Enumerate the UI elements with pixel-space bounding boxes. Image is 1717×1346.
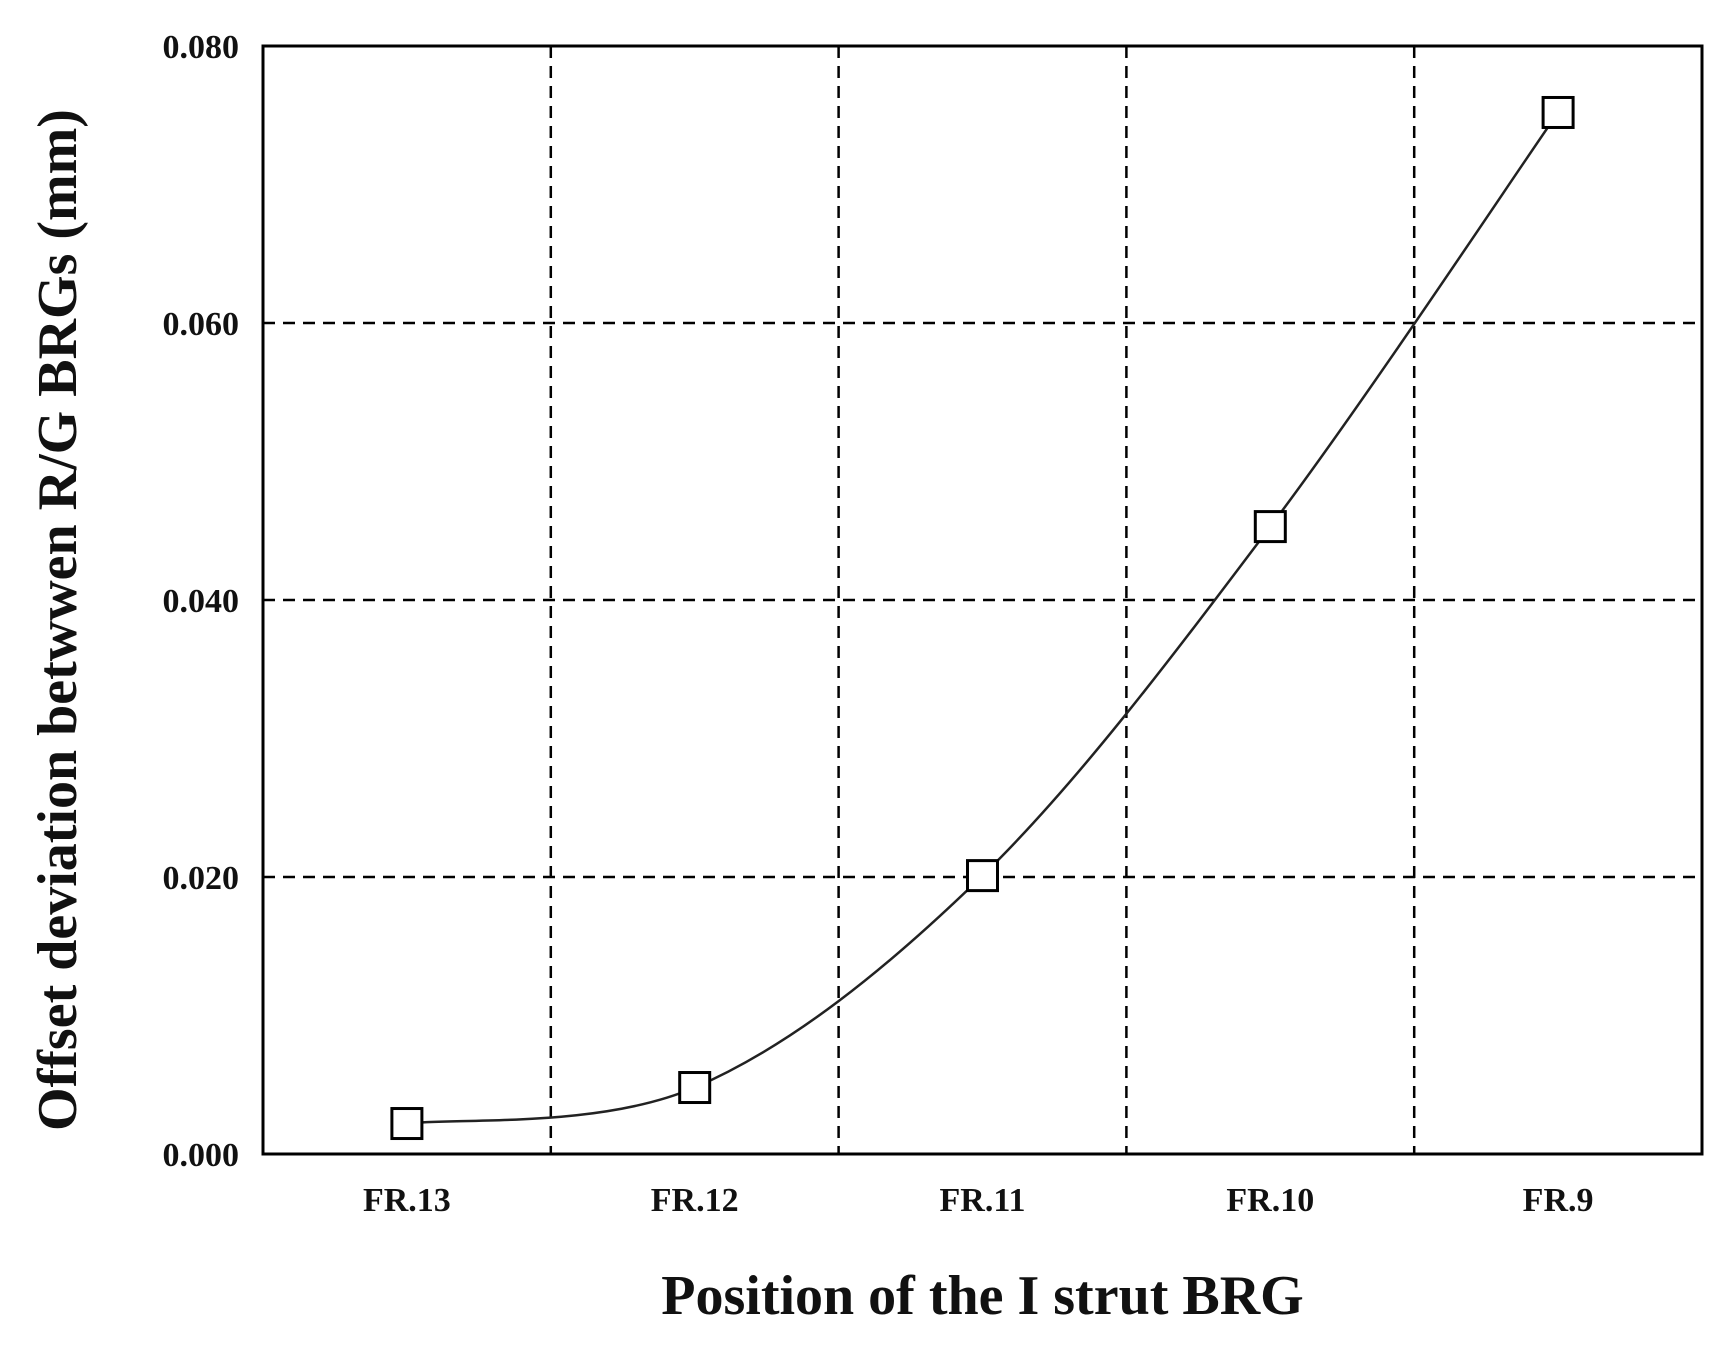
x-tick-label: FR.9 [1523,1182,1594,1219]
series-line [406,111,1560,1125]
data-point-marker [1253,510,1287,544]
x-tick-label: FR.12 [651,1182,739,1219]
x-tick-label: FR.13 [363,1182,451,1219]
y-tick-label: 0.020 [163,860,240,897]
y-axis-ticks: 0.000 0.020 0.040 0.060 0.080 [163,29,240,1174]
y-tick-label: 0.040 [163,583,240,620]
plot-frame [261,44,1704,1156]
y-tick-label: 0.000 [163,1137,240,1174]
data-point-marker [966,859,999,893]
data-point-marker [1541,95,1575,129]
grid-lines [263,46,1702,1154]
y-tick-label: 0.080 [163,29,240,66]
data-point-marker [678,1071,712,1105]
x-axis-ticks: FR.13 FR.12 FR.11 FR.10 FR.9 [363,1182,1594,1219]
data-markers [390,95,1575,1141]
x-tick-label: FR.10 [1226,1182,1314,1219]
y-tick-label: 0.060 [163,306,240,343]
x-tick-label: FR.11 [940,1182,1026,1219]
y-axis-title: Offset deviation betwwen R/G BRGs (mm) [27,109,89,1131]
x-axis-title: Position of the I strut BRG [661,1265,1303,1327]
data-point-marker [390,1107,424,1141]
